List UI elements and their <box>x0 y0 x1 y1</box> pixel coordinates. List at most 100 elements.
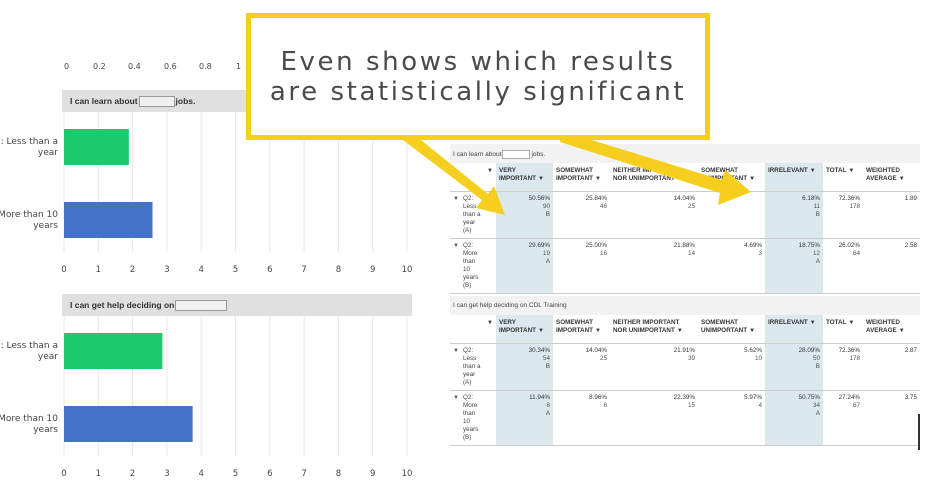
cell-count: 4 <box>758 401 762 409</box>
table-cell: 27.24% 67 <box>823 390 863 446</box>
cell-count: 67 <box>852 401 860 409</box>
significance-letter: A <box>545 257 550 265</box>
callout-line-1: Even shows which results <box>280 46 676 77</box>
cell-count: 8 <box>546 401 550 409</box>
sort-caret-icon[interactable]: ▼ <box>749 328 756 334</box>
top-tick: 0.6 <box>164 62 177 71</box>
sort-caret-icon[interactable]: ▼ <box>809 320 816 326</box>
sort-caret-icon[interactable]: ▼ <box>676 176 683 182</box>
chart-1-title-prefix: I can learn about <box>70 96 138 106</box>
sort-caret-icon[interactable]: ▼ <box>809 168 816 174</box>
column-header[interactable]: VERY IMPORTANT ▼ <box>496 163 553 192</box>
column-header[interactable]: NEITHER IMPORTANT NOR UNIMPORTANT ▼ <box>610 315 698 344</box>
table-cell: 72.36% 178 <box>823 191 863 239</box>
sort-caret-icon[interactable]: ▼ <box>537 176 544 182</box>
chart-2-title: I can get help deciding on <box>62 294 412 316</box>
column-header-label: TOTAL <box>826 319 847 326</box>
sort-caret-icon[interactable]: ▼ <box>487 168 493 174</box>
column-header[interactable]: SOMEWHAT UNIMPORTANT ▼ <box>698 163 765 192</box>
expand-icon[interactable]: ▼ <box>453 347 459 354</box>
cell-percent: 6.18% <box>802 194 820 202</box>
significance-letter: B <box>545 210 550 218</box>
table-2-caption-text: I can get help deciding on CDL Training <box>453 302 567 309</box>
sort-caret-icon[interactable]: ▼ <box>594 328 601 334</box>
chart-1-title-suffix: jobs. <box>175 96 196 106</box>
cell-count: 46 <box>599 202 607 210</box>
table-cell: 50.75% 34 A <box>765 390 823 446</box>
column-header[interactable]: SOMEWHAT UNIMPORTANT ▼ <box>698 315 765 344</box>
cell-count: 15 <box>687 401 695 409</box>
column-header[interactable]: SOMEWHAT IMPORTANT ▼ <box>553 163 610 192</box>
sort-caret-icon[interactable]: ▼ <box>594 176 601 182</box>
significance-letter: B <box>545 362 550 370</box>
expand-icon[interactable]: ▼ <box>453 394 459 401</box>
table-cell: 72.36% 178 <box>823 343 863 391</box>
sort-caret-icon[interactable]: ▼ <box>749 176 756 182</box>
table-cell: 25.84% 46 <box>553 191 610 239</box>
row-label-text: Q2: Less than a year (A) <box>462 194 481 234</box>
column-header[interactable]: VERY IMPORTANT ▼ <box>496 315 553 344</box>
cell-count: 19 <box>542 249 550 257</box>
cell-percent: 2.58 <box>904 241 917 249</box>
x-tick-label: 2 <box>130 265 135 275</box>
sort-caret-icon[interactable]: ▼ <box>848 168 855 174</box>
table-cell: 14.04% 25 <box>553 343 610 391</box>
sort-caret-icon[interactable]: ▼ <box>898 328 905 334</box>
table-cell: 6.18% 11 B <box>765 191 823 239</box>
column-header[interactable]: NEITHER IMPORTANT NOR UNIMPORTANT ▼ <box>610 163 698 192</box>
x-tick-label: 7 <box>301 469 306 479</box>
table-cell <box>698 191 765 239</box>
column-header[interactable]: IRRELEVANT ▼ <box>765 315 823 344</box>
column-header[interactable]: TOTAL ▼ <box>823 163 863 192</box>
top-tick: 0.8 <box>199 62 212 71</box>
cell-count: 54 <box>542 354 550 362</box>
x-tick-label: 8 <box>336 469 341 479</box>
sort-caret-icon[interactable]: ▼ <box>537 328 544 334</box>
results-table-1: I can learn about jobs. ▼ VERY IMPORTANT ▼ S… <box>450 144 920 294</box>
table-cell: 28.09% 50 B <box>765 343 823 391</box>
column-header[interactable]: WEIGHTED AVERAGE ▼ <box>863 315 920 344</box>
cell-percent: 5.97% <box>744 393 762 401</box>
column-header[interactable]: IRRELEVANT ▼ <box>765 163 823 192</box>
divider <box>918 414 920 450</box>
table-header-row: ▼ VERY IMPORTANT ▼ SOMEWHAT IMPORTANT ▼ NEITH… <box>450 163 920 192</box>
x-tick-label: 0 <box>61 469 66 479</box>
bar <box>64 406 193 442</box>
column-header[interactable]: SOMEWHAT IMPORTANT ▼ <box>553 315 610 344</box>
sort-caret-icon[interactable]: ▼ <box>676 328 683 334</box>
significance-letter: B <box>815 210 820 218</box>
cell-count: 34 <box>812 401 820 409</box>
row-label: ▼ Q2: Less than a year (A) <box>450 343 496 391</box>
table-cell: 21.91% 39 <box>610 343 698 391</box>
table-2-caption: I can get help deciding on CDL Training <box>450 296 920 315</box>
cell-percent: 18.75% <box>798 241 820 249</box>
chart-2-title-prefix: I can get help deciding on <box>70 300 175 310</box>
cell-count: 178 <box>849 354 860 362</box>
cell-percent: 25.00% <box>585 241 607 249</box>
column-header-label: SOMEWHAT UNIMPORTANT <box>701 167 748 182</box>
redacted-blank <box>175 300 228 312</box>
top-tick: 0 <box>64 62 70 71</box>
column-header-label: IRRELEVANT <box>768 319 808 326</box>
sort-caret-icon[interactable]: ▼ <box>848 320 855 326</box>
sort-caret-icon[interactable]: ▼ <box>898 176 905 182</box>
x-tick-label: 7 <box>301 265 306 275</box>
table-row: ▼ Q2: More than 10 years (B) 11.94% 8 A 8.96%… <box>450 390 920 446</box>
table-cell: 50.56% 90 B <box>496 191 553 239</box>
significance-letter: A <box>545 409 550 417</box>
category-label: year <box>38 148 58 158</box>
cell-count: 50 <box>812 354 820 362</box>
table-cell: 2.87 <box>863 343 920 391</box>
table-cell: 29.69% 19 A <box>496 238 553 294</box>
significance-letter: A <box>815 409 820 417</box>
table-1-caption: I can learn about jobs. <box>450 144 920 163</box>
cell-percent: 30.34% <box>528 346 550 354</box>
category-label: years <box>33 221 58 231</box>
column-header[interactable]: WEIGHTED AVERAGE ▼ <box>863 163 920 192</box>
cell-count: 25 <box>687 202 695 210</box>
expand-icon[interactable]: ▼ <box>453 242 459 249</box>
column-header[interactable]: TOTAL ▼ <box>823 315 863 344</box>
cell-percent: 72.36% <box>838 194 860 202</box>
sort-caret-icon[interactable]: ▼ <box>487 320 493 326</box>
expand-icon[interactable]: ▼ <box>453 195 459 202</box>
